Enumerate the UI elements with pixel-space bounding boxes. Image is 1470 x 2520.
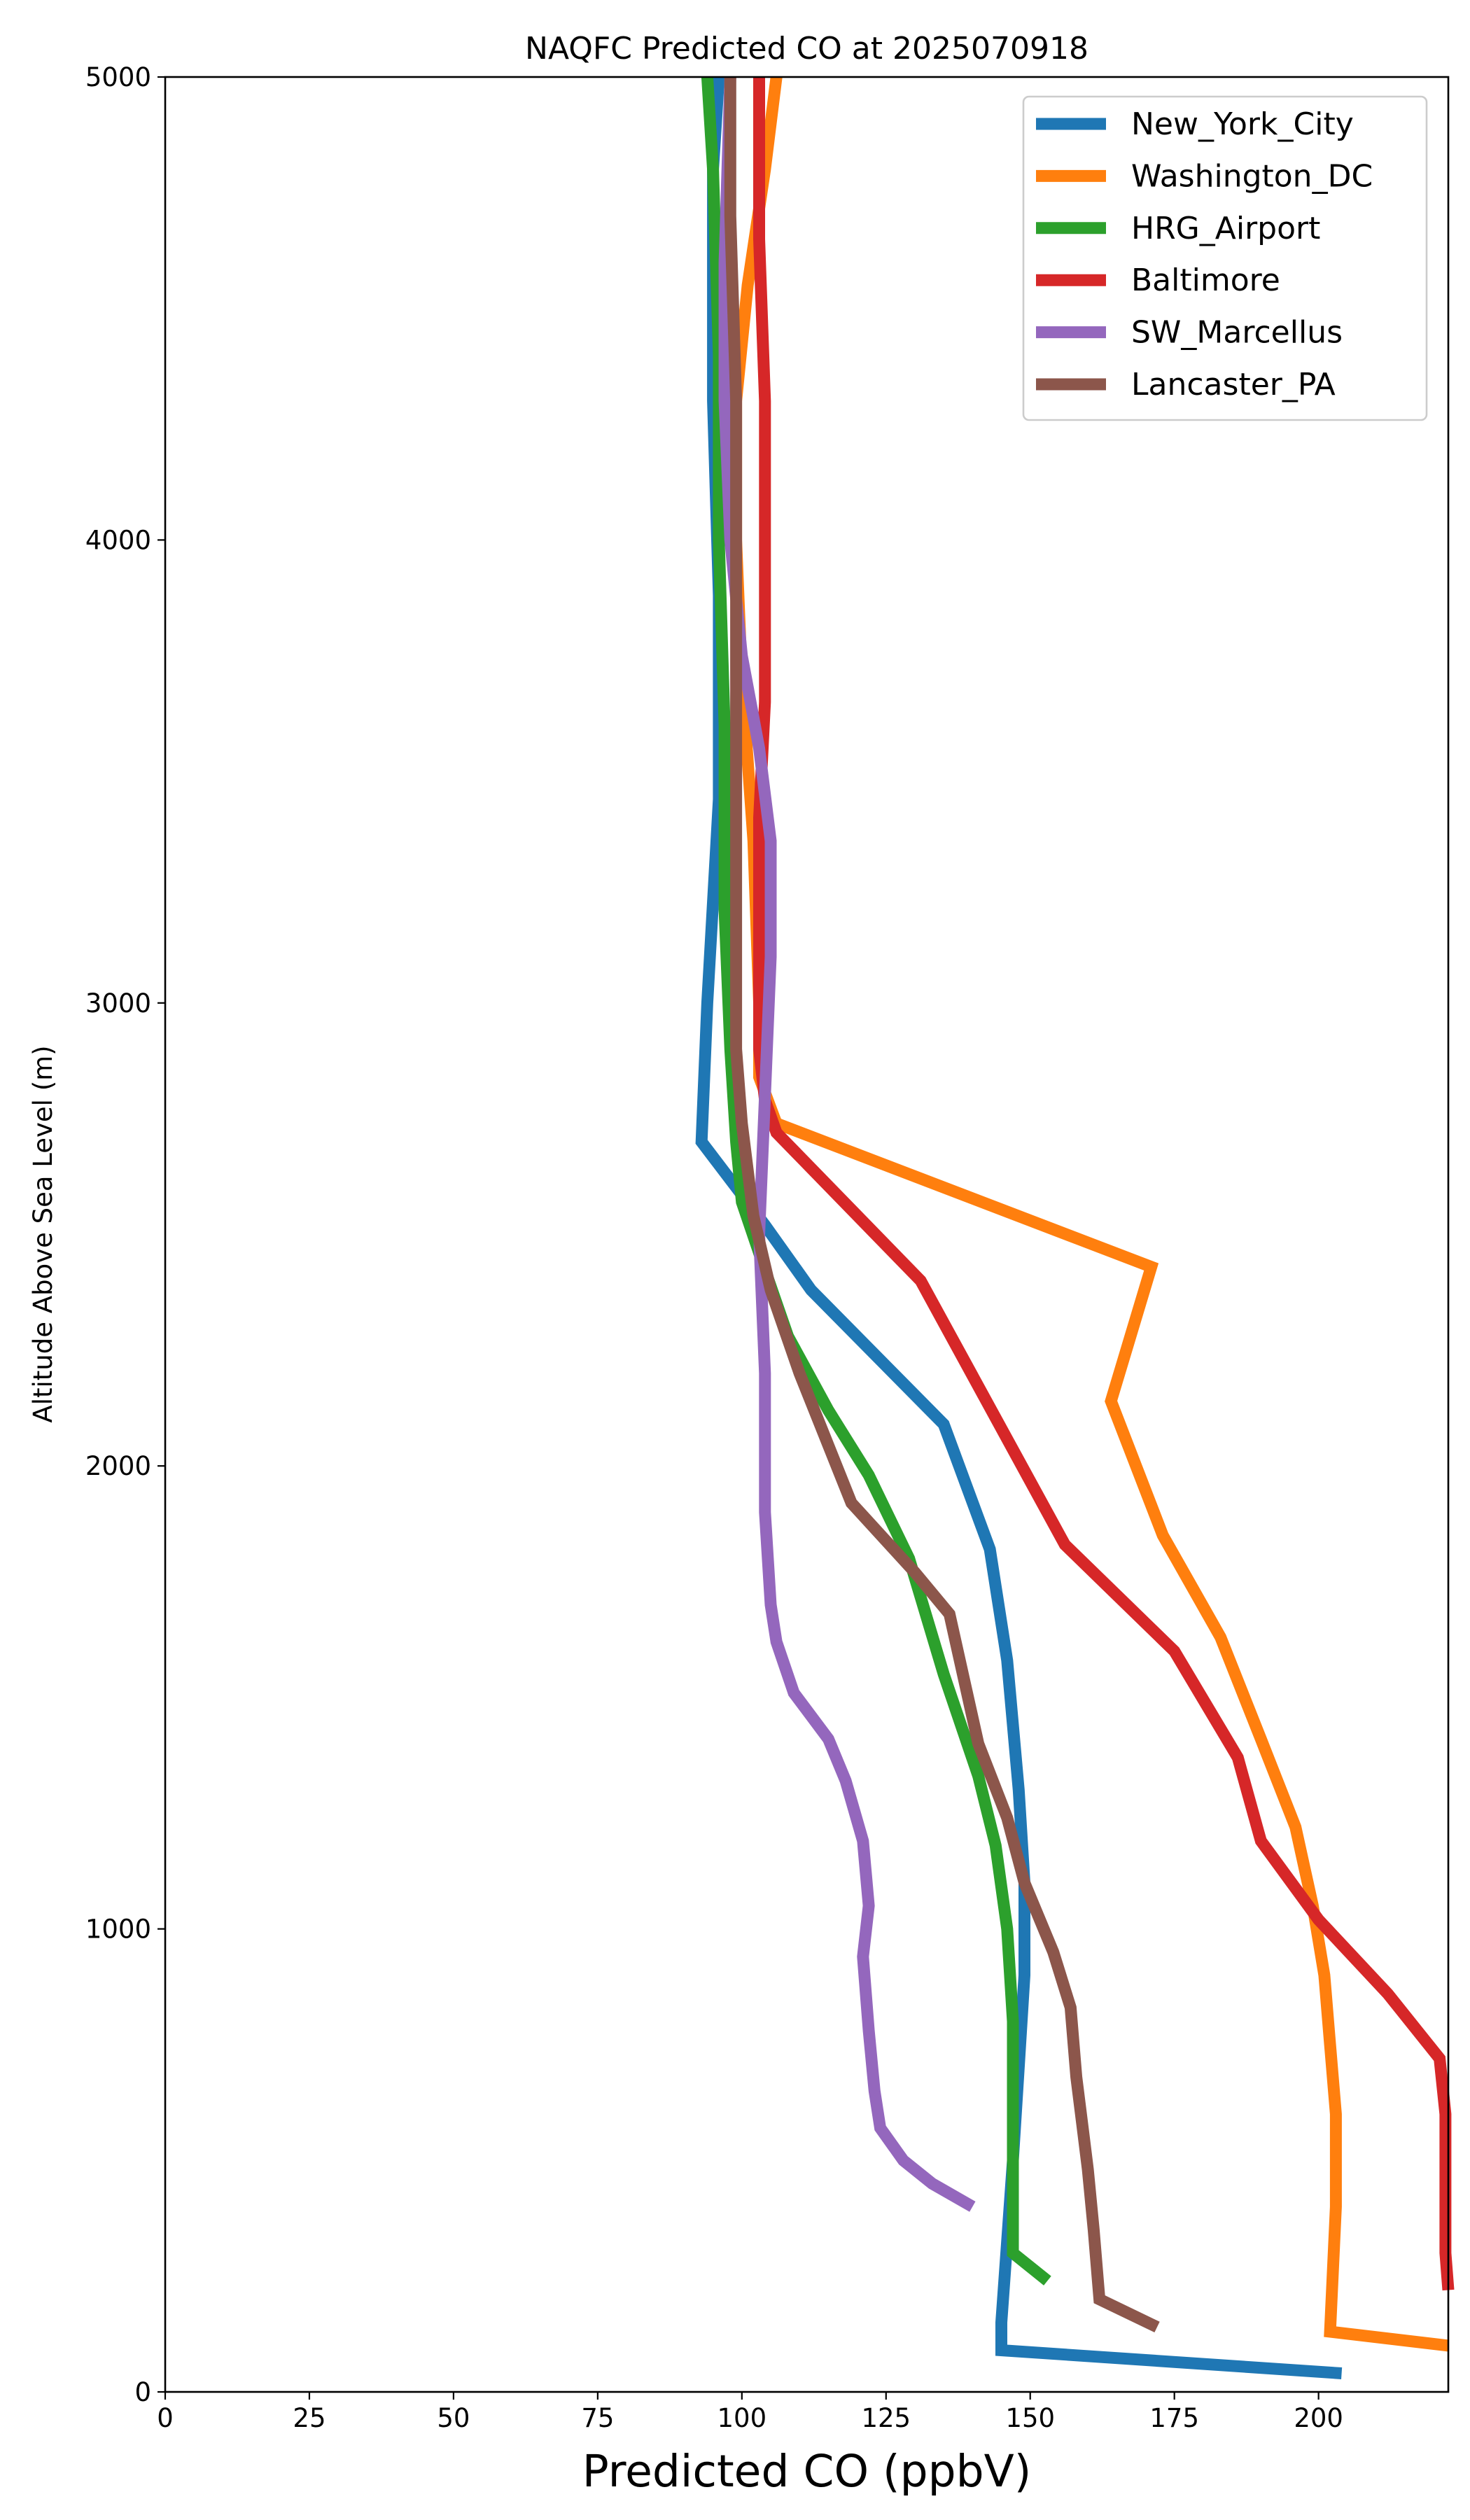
y-axis-label: Altitude Above Sea Level (m) [28,1045,58,1422]
x-tick-label: 25 [293,2403,326,2433]
legend-label-Washington_DC: Washington_DC [1131,158,1373,194]
y-tick-label: 1000 [85,1914,151,1945]
series-line-HRG_Airport [701,76,1051,2286]
x-tick-label: 175 [1149,2403,1199,2433]
x-tick-label: 150 [1005,2403,1055,2433]
series-line-Baltimore [753,77,1455,2291]
x-tick-label: 100 [718,2403,767,2433]
y-tick-label: 0 [134,2377,151,2407]
y-tick-label: 5000 [85,62,151,92]
x-tick-label: 200 [1294,2403,1343,2433]
legend-label-Baltimore: Baltimore [1131,262,1280,298]
series-line-Lancaster_PA [724,77,1160,2333]
chart-title: NAQFC Predicted CO at 2025070918 [525,31,1088,66]
series-line-SW_Marcellus [718,76,976,2212]
y-tick-label: 4000 [85,525,151,555]
legend-label-New_York_City: New_York_City [1131,106,1354,142]
legend-label-Lancaster_PA: Lancaster_PA [1131,367,1336,402]
axes-layer: 0 25 50 75 100 125 150 175 200010002000300040005… [85,62,1343,2433]
y-tick-label: 2000 [85,1451,151,1481]
x-axis-label: Predicted CO (ppbV) [582,2446,1032,2497]
y-tick-label: 3000 [85,988,151,1018]
plot-frame [164,76,1450,2393]
series-layer [695,76,1455,2379]
x-tick-label: 75 [581,2403,614,2433]
legend-frame [1022,95,1428,421]
x-tick-label: 125 [861,2403,911,2433]
x-tick-label: 0 [157,2403,174,2433]
legend: New_York_City Washington_DC HRG_Airport Bal… [1022,95,1428,421]
legend-label-SW_Marcellus: SW_Marcellus [1131,315,1343,351]
legend-label-HRG_Airport: HRG_Airport [1131,211,1320,246]
x-tick-label: 50 [437,2403,470,2433]
